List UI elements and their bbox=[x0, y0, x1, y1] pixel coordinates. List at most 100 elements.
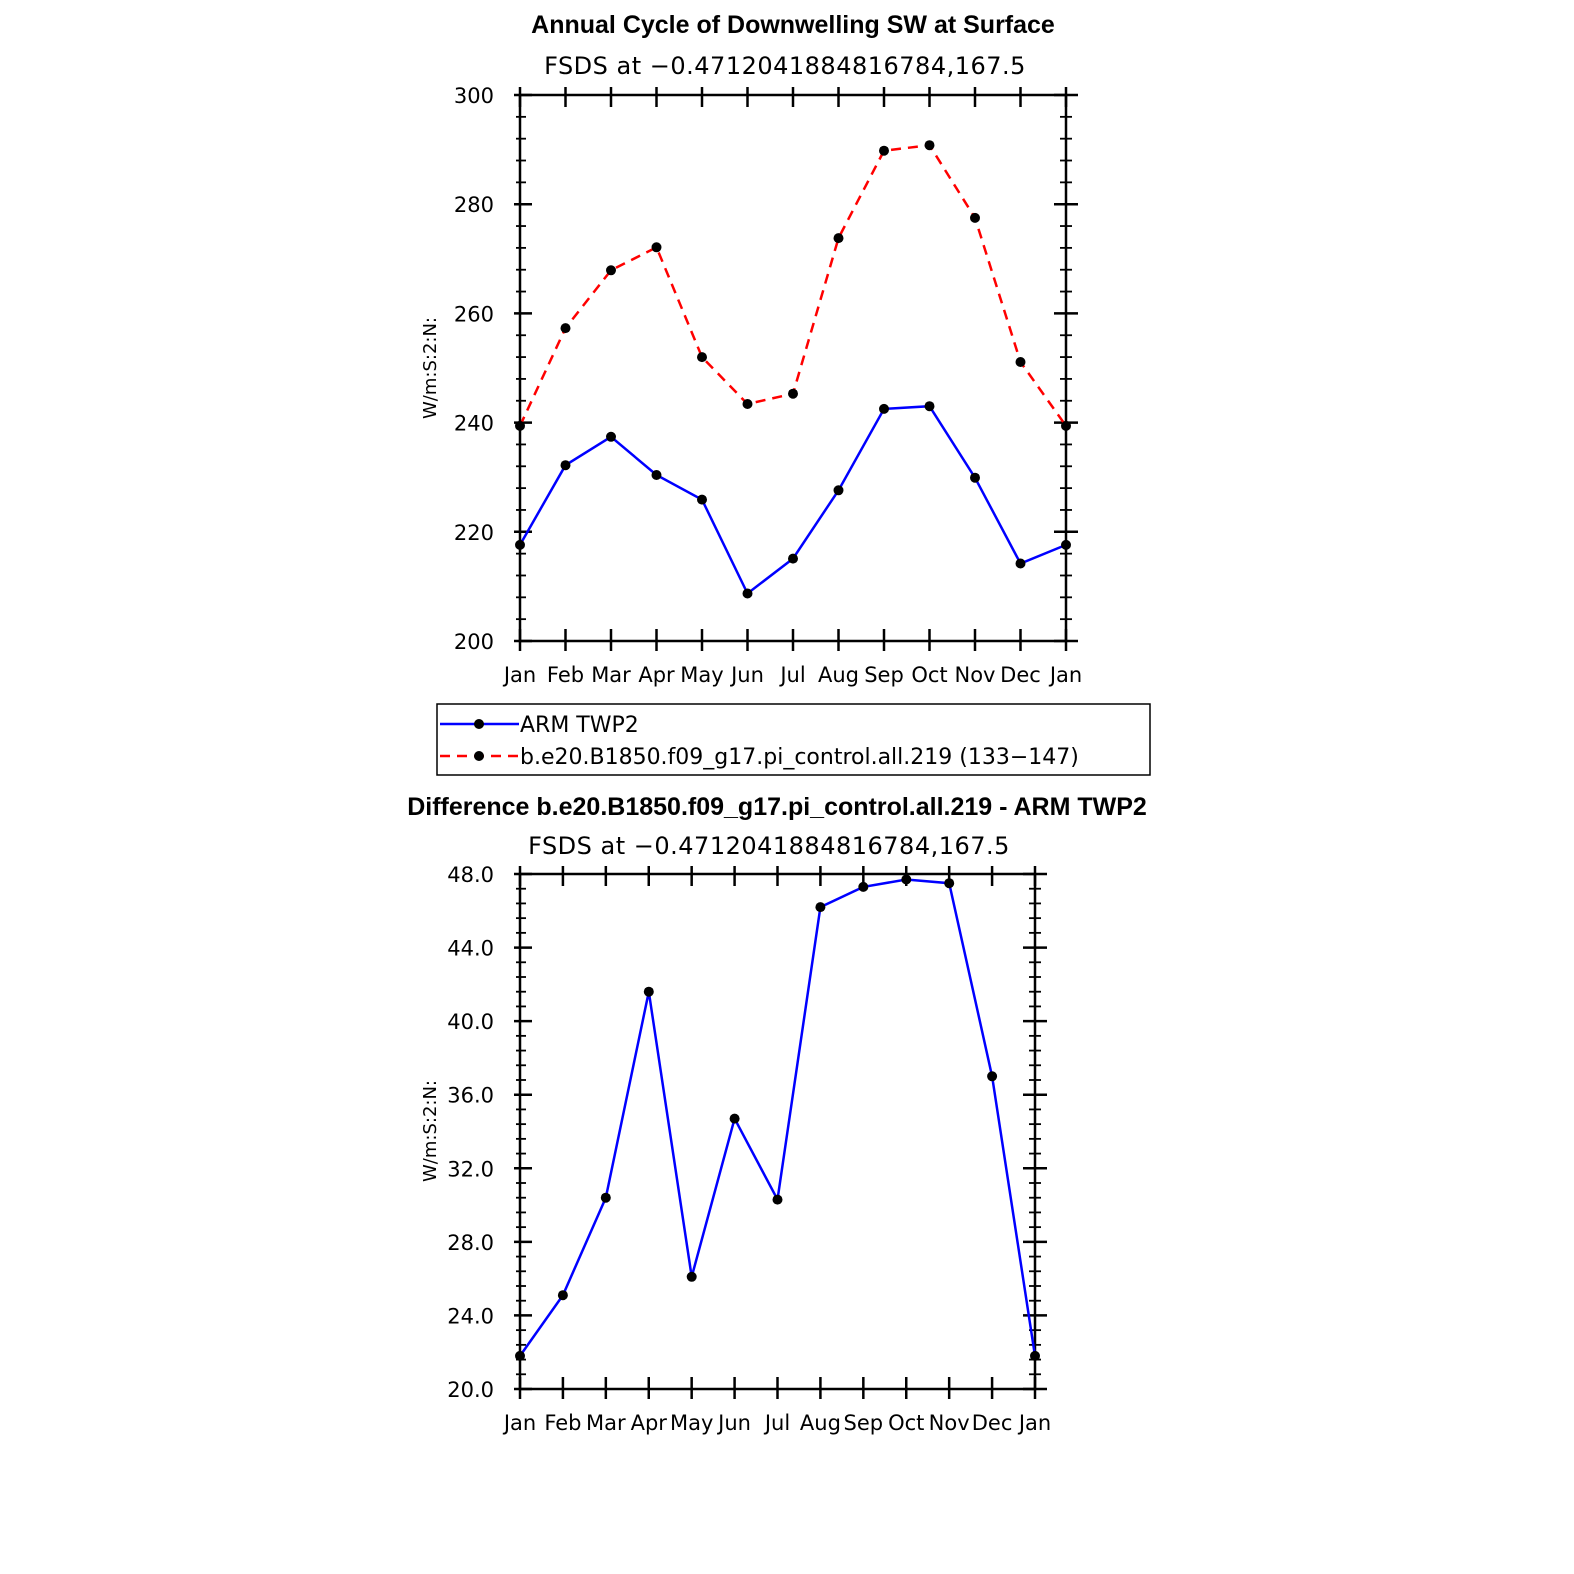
data-point-marker bbox=[1061, 420, 1071, 431]
y-tick-label: 44.0 bbox=[447, 937, 494, 961]
data-point-marker bbox=[606, 265, 616, 276]
x-tick-label: Jan bbox=[502, 1411, 536, 1435]
x-tick-label: Mar bbox=[591, 663, 631, 687]
x-tick-label: Jan bbox=[502, 663, 536, 687]
data-point-marker bbox=[1015, 357, 1026, 367]
data-point-marker bbox=[788, 553, 798, 564]
x-tick-label: Aug bbox=[800, 1411, 841, 1435]
y-tick-label: 300 bbox=[454, 84, 494, 108]
x-tick-label: Sep bbox=[864, 663, 904, 687]
data-point-marker bbox=[901, 874, 912, 885]
data-point-marker bbox=[1061, 539, 1071, 550]
x-tick-label: Feb bbox=[544, 1411, 581, 1435]
x-tick-label: Mar bbox=[586, 1411, 626, 1435]
y-tick-label: 220 bbox=[454, 521, 494, 545]
data-point-marker bbox=[815, 902, 826, 913]
data-point-marker bbox=[643, 986, 654, 997]
legend-label: b.e20.B1850.f09_g17.pi_control.all.219 (… bbox=[520, 745, 1079, 770]
y-tick-label: 240 bbox=[454, 412, 494, 436]
y-tick-label: 48.0 bbox=[447, 863, 494, 887]
legend: ARM TWP2 b.e20.B1850.f09_g17.pi_control.… bbox=[436, 703, 1151, 776]
difference-chart: Difference b.e20.B1850.f09_g17.pi_contro… bbox=[407, 793, 1147, 1435]
data-point-marker bbox=[560, 323, 571, 334]
legend-box bbox=[436, 703, 1151, 776]
x-tick-label: Nov bbox=[929, 1411, 970, 1435]
legend-swatch-marker bbox=[474, 751, 484, 761]
data-point-marker bbox=[879, 145, 889, 156]
y-axis-label: W/m:S:2:N: bbox=[420, 317, 441, 419]
data-point-marker bbox=[879, 403, 889, 414]
x-tick-label: Jun bbox=[716, 1411, 751, 1435]
x-tick-label: Jan bbox=[1017, 1411, 1051, 1435]
chart-subtitle: FSDS at −0.4712041884816784,167.5 bbox=[544, 52, 1026, 80]
data-point-marker bbox=[697, 352, 707, 363]
annual-cycle-chart: Annual Cycle of Downwelling SW at Surfac… bbox=[420, 11, 1082, 687]
data-point-marker bbox=[515, 539, 525, 550]
x-tick-label: Apr bbox=[638, 663, 675, 687]
data-point-marker bbox=[858, 881, 869, 892]
y-tick-label: 28.0 bbox=[447, 1231, 494, 1255]
x-tick-label: Feb bbox=[547, 663, 584, 687]
data-point-marker bbox=[515, 420, 525, 431]
data-point-marker bbox=[515, 1350, 525, 1361]
axes-frame: 200 220 240 260 280 300 Jan Feb Mar Apr May Jun Jul A… bbox=[454, 84, 1082, 687]
x-tick-label: Sep bbox=[844, 1411, 884, 1435]
data-point-marker bbox=[557, 1290, 568, 1301]
data-point-marker bbox=[606, 431, 616, 442]
chart-subtitle: FSDS at −0.4712041884816784,167.5 bbox=[528, 832, 1010, 860]
data-point-marker bbox=[924, 401, 935, 412]
x-tick-label: Dec bbox=[972, 1411, 1013, 1435]
series-layer bbox=[515, 140, 1071, 599]
data-point-marker bbox=[1030, 1350, 1040, 1361]
data-point-marker bbox=[987, 1071, 998, 1082]
data-point-marker bbox=[560, 460, 571, 471]
chart-title: Difference b.e20.B1850.f09_g17.pi_contro… bbox=[407, 793, 1147, 821]
y-tick-label: 20.0 bbox=[447, 1378, 494, 1402]
legend-label: ARM TWP2 bbox=[520, 713, 639, 738]
y-tick-label: 200 bbox=[454, 630, 494, 654]
data-point-marker bbox=[742, 588, 753, 599]
x-tick-label: Jun bbox=[729, 663, 764, 687]
data-point-marker bbox=[833, 485, 844, 496]
y-tick-label: 280 bbox=[454, 193, 494, 217]
x-tick-label: Apr bbox=[631, 1411, 668, 1435]
x-tick-label: May bbox=[670, 1411, 713, 1435]
data-point-marker bbox=[833, 233, 844, 244]
x-tick-label: Dec bbox=[1000, 663, 1041, 687]
x-tick-label: Nov bbox=[955, 663, 996, 687]
x-tick-label: Aug bbox=[818, 663, 859, 687]
legend-entry-model: b.e20.B1850.f09_g17.pi_control.all.219 (… bbox=[440, 745, 1079, 770]
y-tick-label: 24.0 bbox=[447, 1304, 494, 1328]
y-tick-label: 36.0 bbox=[447, 1084, 494, 1108]
data-point-marker bbox=[697, 494, 707, 505]
data-point-marker bbox=[788, 388, 798, 399]
data-point-marker bbox=[1015, 558, 1026, 569]
legend-swatch-marker bbox=[474, 719, 484, 729]
data-point-marker bbox=[651, 242, 662, 253]
y-tick-label: 32.0 bbox=[447, 1157, 494, 1181]
x-tick-label: Jul bbox=[778, 663, 805, 687]
x-tick-label: Oct bbox=[888, 1411, 924, 1435]
data-point-marker bbox=[944, 878, 955, 889]
y-axis-label: W/m:S:2:N: bbox=[420, 1080, 441, 1182]
chart-title: Annual Cycle of Downwelling SW at Surfac… bbox=[531, 11, 1055, 39]
data-point-marker bbox=[742, 399, 753, 409]
data-point-marker bbox=[772, 1194, 783, 1205]
x-tick-label: May bbox=[680, 663, 723, 687]
x-tick-label: Oct bbox=[911, 663, 947, 687]
data-point-marker bbox=[970, 472, 980, 483]
data-point-marker bbox=[600, 1192, 611, 1203]
series-layer bbox=[515, 874, 1040, 1361]
data-point-marker bbox=[651, 470, 662, 480]
legend-entry-arm: ARM TWP2 bbox=[440, 713, 639, 738]
y-tick-label: 40.0 bbox=[447, 1010, 494, 1034]
data-point-marker bbox=[686, 1271, 697, 1282]
data-point-marker bbox=[924, 140, 935, 151]
y-tick-label: 260 bbox=[454, 302, 494, 326]
x-tick-label: Jul bbox=[763, 1411, 790, 1435]
x-tick-label: Jan bbox=[1048, 663, 1082, 687]
data-point-marker bbox=[729, 1113, 740, 1124]
